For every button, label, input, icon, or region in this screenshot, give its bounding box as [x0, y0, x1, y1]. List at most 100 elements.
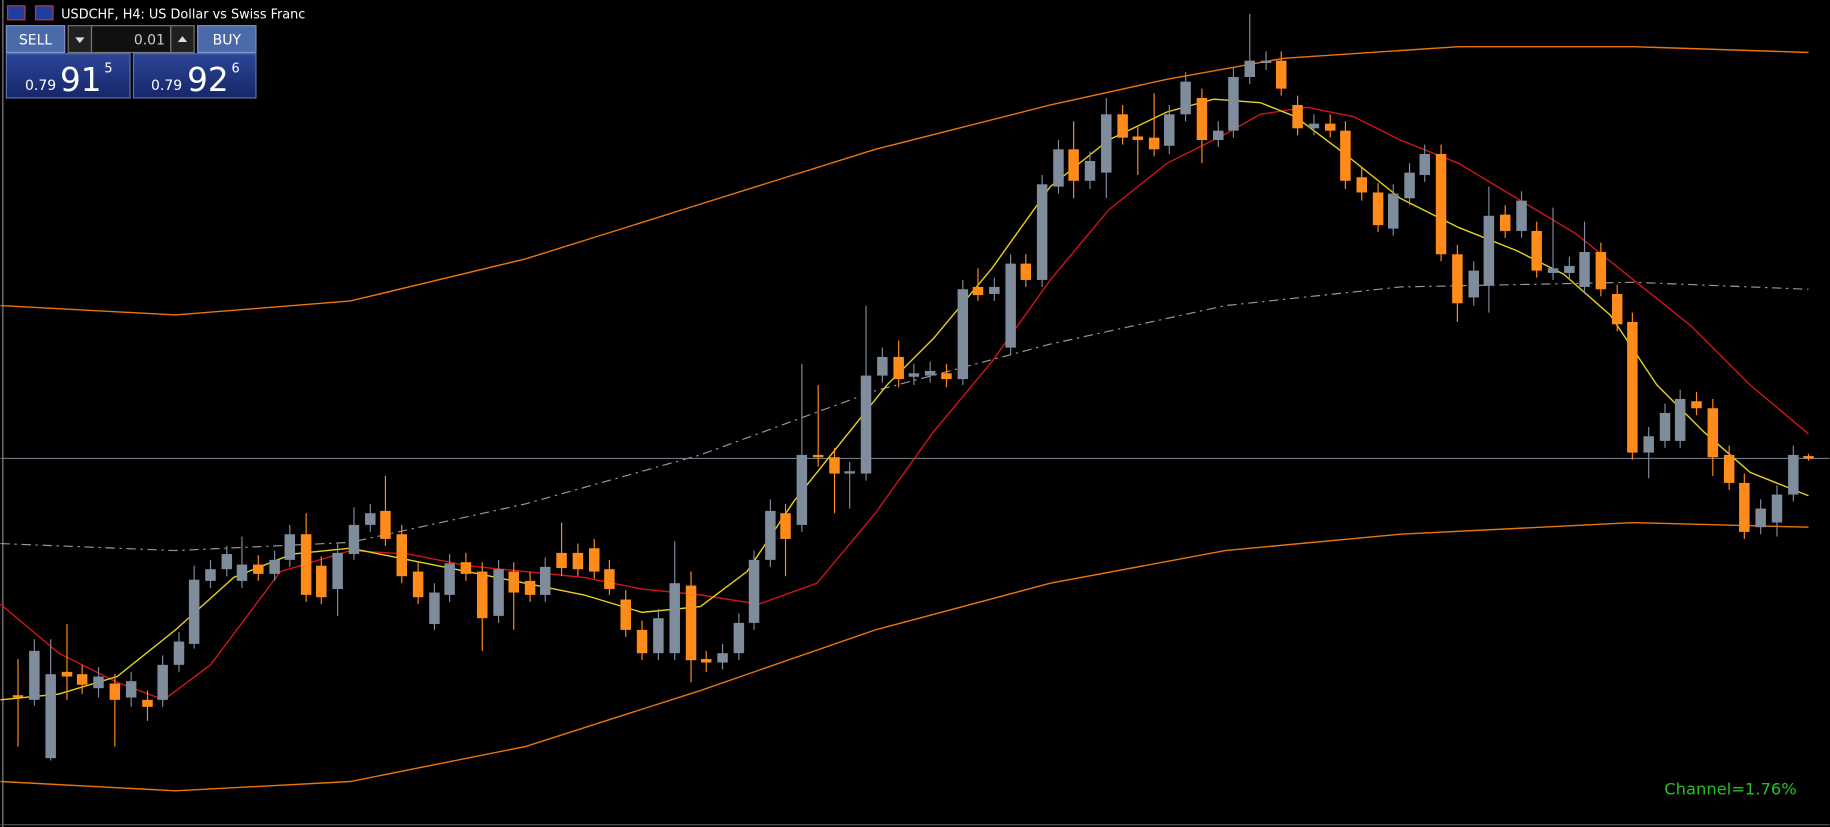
- candle-body: [1531, 230, 1542, 271]
- candle-body: [1483, 215, 1495, 286]
- candle-body: [700, 659, 712, 663]
- candle-body: [412, 571, 424, 598]
- candle-body: [1595, 251, 1607, 290]
- bid-big: 91: [60, 61, 102, 99]
- middle-band: [0, 281, 1809, 552]
- candle-body: [1547, 268, 1559, 273]
- candle-body: [1627, 321, 1638, 453]
- candle-body: [1755, 508, 1766, 528]
- candle-body: [685, 585, 697, 661]
- candle-body: [1292, 104, 1303, 129]
- candle-body: [1340, 130, 1351, 181]
- candle-body: [1196, 97, 1208, 140]
- candle-body: [284, 534, 296, 560]
- bid-price-box[interactable]: [5, 53, 131, 99]
- candle-body: [253, 564, 264, 574]
- ask-price-box[interactable]: [132, 53, 257, 99]
- candle-body: [1723, 454, 1735, 483]
- candle-body: [636, 629, 648, 654]
- candle-body: [109, 683, 121, 700]
- candle-body: [877, 356, 888, 376]
- candle-body: [1084, 160, 1096, 181]
- candle-body: [1228, 76, 1239, 131]
- candle-body: [1164, 114, 1175, 146]
- candle-body: [1036, 184, 1048, 280]
- candle-body: [269, 559, 280, 574]
- candle-body: [669, 583, 680, 654]
- candle-body: [460, 562, 472, 574]
- candle-body: [1452, 254, 1463, 304]
- candle-body: [1213, 130, 1224, 140]
- chart-title: USDCHF, H4: US Dollar vs Swiss Franc: [61, 8, 305, 23]
- candle-body: [188, 579, 200, 644]
- candle-body: [221, 554, 233, 570]
- candle-body: [1005, 263, 1016, 348]
- candle-body: [477, 571, 488, 619]
- candle-body: [125, 681, 137, 698]
- candle-body: [1372, 192, 1384, 226]
- candle-body: [1276, 60, 1287, 89]
- candles: [12, 13, 1814, 761]
- ask-small: 6: [231, 61, 239, 76]
- lot-input[interactable]: [90, 25, 172, 54]
- candle-body: [508, 571, 519, 593]
- up-arrow: [177, 36, 188, 42]
- candle-body: [1564, 265, 1575, 273]
- bid-small: 5: [104, 61, 112, 76]
- candle-body: [1468, 270, 1479, 298]
- candle-body: [12, 695, 24, 698]
- candle-body: [1803, 456, 1814, 459]
- candle-body: [604, 569, 615, 590]
- candle-body: [1244, 60, 1256, 77]
- candle-body: [556, 552, 567, 569]
- candle-body: [860, 375, 872, 474]
- bid-prefix: 0.79: [25, 78, 56, 94]
- sell-label: SELL: [19, 32, 53, 48]
- candle-body: [93, 676, 104, 689]
- chart-icon[interactable]: [34, 5, 54, 21]
- candle-body: [173, 641, 185, 665]
- candle-body: [316, 565, 327, 598]
- candle-body: [1435, 153, 1447, 255]
- candle-body: [1499, 214, 1511, 231]
- candle-body: [989, 286, 1000, 294]
- candle-body: [829, 457, 840, 474]
- ask-big: 92: [187, 61, 229, 99]
- candle-body: [572, 552, 584, 570]
- candle-body: [1419, 153, 1430, 175]
- candle-body: [1674, 398, 1686, 441]
- candle-body: [1516, 200, 1527, 231]
- menu-icon[interactable]: [6, 5, 26, 21]
- candle-body: [1101, 114, 1112, 173]
- candle-body: [748, 559, 760, 623]
- candle-body: [1148, 137, 1160, 150]
- candle-body: [205, 569, 216, 581]
- candle-body: [429, 592, 440, 625]
- candle-body: [1611, 293, 1623, 325]
- lower-band: [0, 521, 1809, 792]
- candle-body: [1020, 263, 1032, 280]
- channel-label: Channel=1.76%: [1664, 779, 1797, 798]
- candle-body: [29, 650, 40, 700]
- candle-body: [1356, 177, 1367, 193]
- candle-body: [142, 699, 153, 707]
- candle-body: [380, 510, 391, 539]
- candle-body: [1579, 251, 1590, 287]
- candle-body: [524, 580, 536, 595]
- down-arrow: [75, 37, 85, 44]
- sell-button[interactable]: [5, 25, 66, 54]
- candle-body: [1707, 408, 1719, 458]
- candle-body: [1068, 149, 1079, 181]
- candle-body: [539, 566, 551, 595]
- candle-body: [588, 548, 600, 572]
- candle-body: [1308, 123, 1320, 129]
- candle-body: [908, 373, 920, 377]
- candle-body: [924, 370, 936, 376]
- buy-button[interactable]: [197, 25, 257, 54]
- candle-body: [1643, 436, 1654, 453]
- candle-body: [236, 564, 248, 581]
- candle-body: [1691, 401, 1702, 409]
- buy-label: BUY: [213, 32, 242, 48]
